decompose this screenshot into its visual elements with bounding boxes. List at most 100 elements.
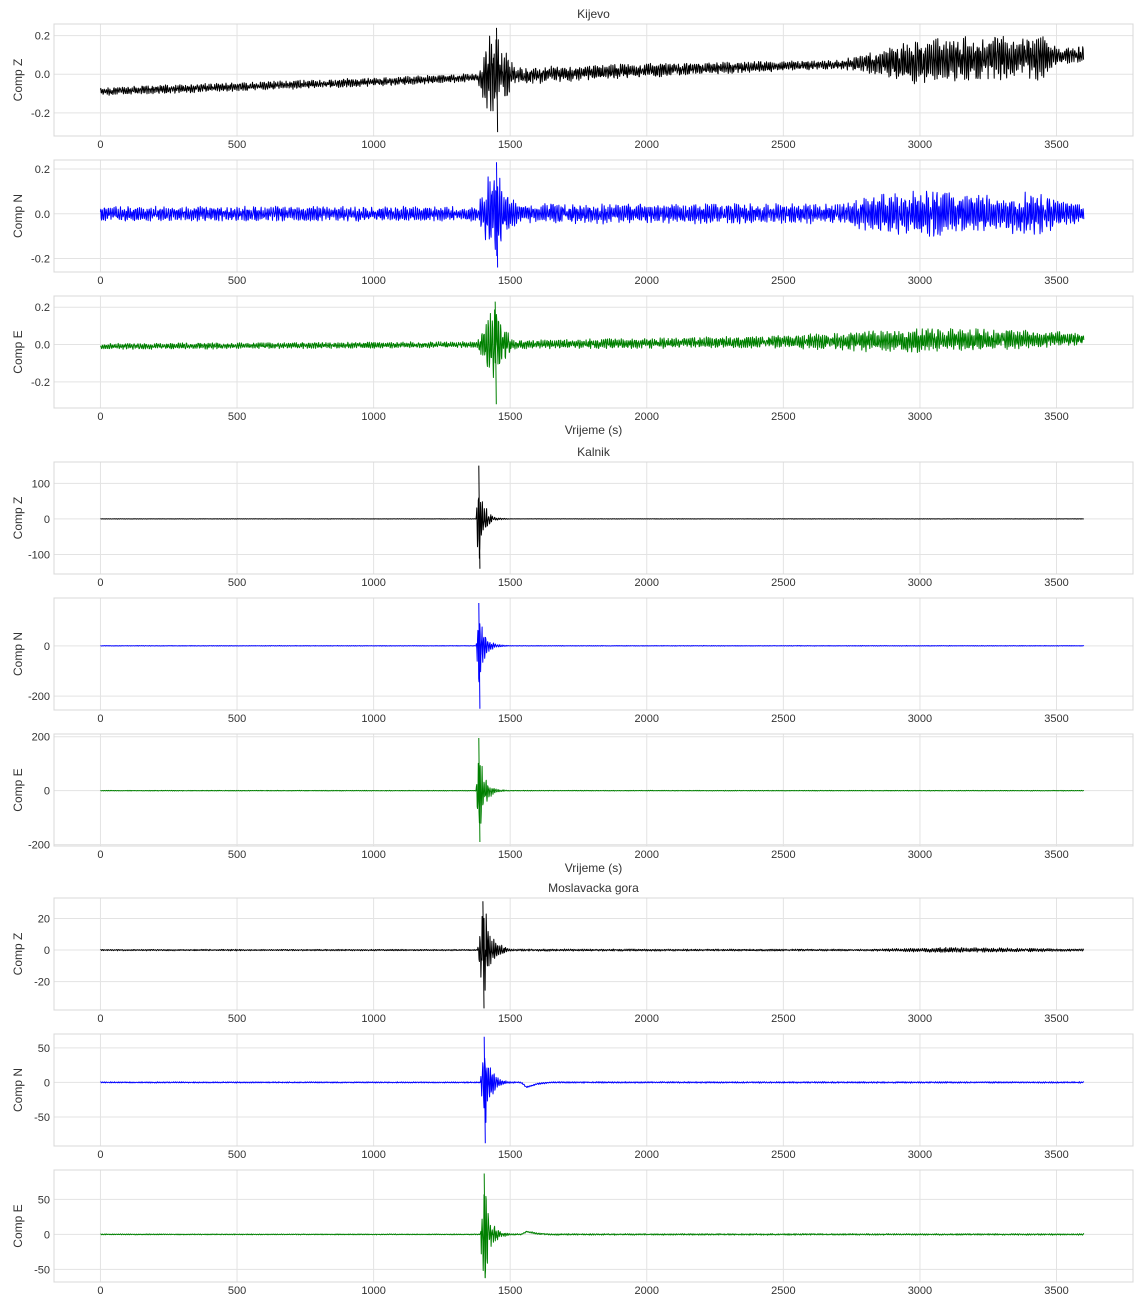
x-tick-label: 1000 [361,1013,385,1025]
y-tick-label: 0 [44,514,50,526]
x-axis-label: Vrijeme (s) [565,1297,623,1299]
x-tick-label: 1500 [498,1285,522,1297]
x-tick-label: 1000 [361,713,385,725]
x-tick-label: 2000 [635,713,659,725]
axes-frame [53,1169,1134,1283]
x-tick-label: 1500 [498,411,522,423]
y-tick-label: -50 [34,1264,50,1276]
series-line-comp-z [100,901,1084,1009]
y-tick-label: 0.2 [35,31,50,43]
x-tick-label: 3500 [1044,713,1068,725]
x-tick-label: 3000 [908,1285,932,1297]
x-tick-label: 0 [97,1149,103,1161]
panel-kalnik-comp-z: 0 500 1000 1500 2000 2500 3000 3500 -100 0 100 Comp… [11,461,1134,589]
y-tick-label: 50 [38,1043,50,1055]
y-tick-label: -100 [28,549,50,561]
x-tick-label: 3500 [1044,411,1068,423]
x-tick-label: 1000 [361,1149,385,1161]
chart-title: Kijevo [577,7,610,21]
x-tick-label: 500 [228,713,246,725]
x-tick-label: 1500 [498,139,522,151]
x-tick-label: 500 [228,1149,246,1161]
x-tick-label: 0 [97,275,103,287]
x-tick-label: 3000 [908,713,932,725]
y-tick-label: -0.2 [31,377,50,389]
x-tick-label: 3000 [908,849,932,861]
x-tick-label: 1000 [361,411,385,423]
x-tick-label: 500 [228,139,246,151]
x-tick-label: 0 [97,1285,103,1297]
x-tick-label: 3500 [1044,139,1068,151]
panel-kalnik-comp-e: 0 500 1000 1500 2000 2500 3000 3500 -200 0 200 Comp… [11,732,1134,875]
y-axis-label: Comp N [11,194,25,238]
series-line-comp-n [100,1036,1085,1144]
axes-frame [53,159,1134,273]
axes-frame [53,295,1134,409]
axes-frame [53,461,1134,575]
y-tick-label: 0 [44,641,50,653]
series-line-comp-z [99,27,1085,133]
x-tick-label: 2500 [771,713,795,725]
y-axis-label: Comp Z [11,933,25,976]
x-tick-label: 2000 [635,1013,659,1025]
x-tick-label: 3500 [1044,577,1068,589]
x-tick-label: 500 [228,275,246,287]
axes-frame [53,897,1134,1011]
y-tick-label: 0 [44,1077,50,1089]
y-axis-label: Comp Z [11,497,25,540]
y-tick-label: 0 [44,786,50,798]
axes-frame [53,23,1134,137]
x-axis-label: Vrijeme (s) [565,861,623,875]
x-tick-label: 1000 [361,275,385,287]
x-tick-label: 2000 [635,411,659,423]
chart-title: Moslavacka gora [548,881,639,895]
y-tick-label: 200 [32,732,50,744]
chart-title: Kalnik [577,445,611,459]
y-axis-label: Comp Z [11,59,25,102]
x-tick-label: 0 [97,849,103,861]
x-tick-label: 1500 [498,713,522,725]
x-tick-label: 2500 [771,1013,795,1025]
panel-moslavacka-gora-comp-n: 0 500 1000 1500 2000 2500 3000 3500 -50 0 50 Comp N [11,1033,1134,1161]
x-tick-label: 1500 [498,1149,522,1161]
panel-moslavacka-gora-comp-e: 0 500 1000 1500 2000 2500 3000 3500 -50 0 50 Comp E… [11,1169,1134,1299]
panel-moslavacka-gora-comp-z: 0 500 1000 1500 2000 2500 3000 3500 -20 0 20 Comp Z [11,897,1134,1025]
panel-kijevo-comp-z: 0 500 1000 1500 2000 2500 3000 3500 -0.2 0.0 0.2 Co… [11,23,1134,151]
y-tick-label: 100 [32,478,50,490]
y-axis-label: Comp N [11,632,25,676]
panel-kalnik-comp-n: 0 500 1000 1500 2000 2500 3000 3500 -200 0 Comp N [11,597,1134,725]
y-tick-label: -0.2 [31,254,50,266]
x-tick-label: 3500 [1044,275,1068,287]
x-tick-label: 2500 [771,577,795,589]
series-line-comp-e [100,301,1085,405]
x-tick-label: 1000 [361,577,385,589]
x-tick-label: 1500 [498,577,522,589]
x-tick-label: 3000 [908,1149,932,1161]
y-tick-label: 0.0 [35,209,50,221]
x-tick-label: 2000 [635,1285,659,1297]
x-tick-label: 500 [228,849,246,861]
panel-kijevo-comp-e: 0 500 1000 1500 2000 2500 3000 3500 -0.2 0.0 0.2 Co… [11,295,1134,437]
x-tick-label: 1500 [498,849,522,861]
x-tick-label: 1500 [498,1013,522,1025]
x-axis-label: Vrijeme (s) [565,423,623,437]
x-tick-label: 0 [97,713,103,725]
y-tick-label: 50 [38,1194,50,1206]
x-tick-label: 0 [97,411,103,423]
y-tick-label: 0.0 [35,340,50,352]
y-tick-label: 0.2 [35,164,50,176]
x-tick-label: 500 [228,1285,246,1297]
x-tick-label: 3000 [908,577,932,589]
y-axis-label: Comp E [11,1204,25,1247]
x-tick-label: 3500 [1044,849,1068,861]
y-tick-label: 0 [44,1229,50,1241]
x-tick-label: 2500 [771,1149,795,1161]
x-tick-label: 2000 [635,849,659,861]
x-tick-label: 2500 [771,411,795,423]
x-tick-label: 0 [97,139,103,151]
y-tick-label: 0.0 [35,69,50,81]
x-tick-label: 2000 [635,1149,659,1161]
x-tick-label: 2500 [771,139,795,151]
axes-frame [53,733,1134,847]
x-tick-label: 3000 [908,139,932,151]
